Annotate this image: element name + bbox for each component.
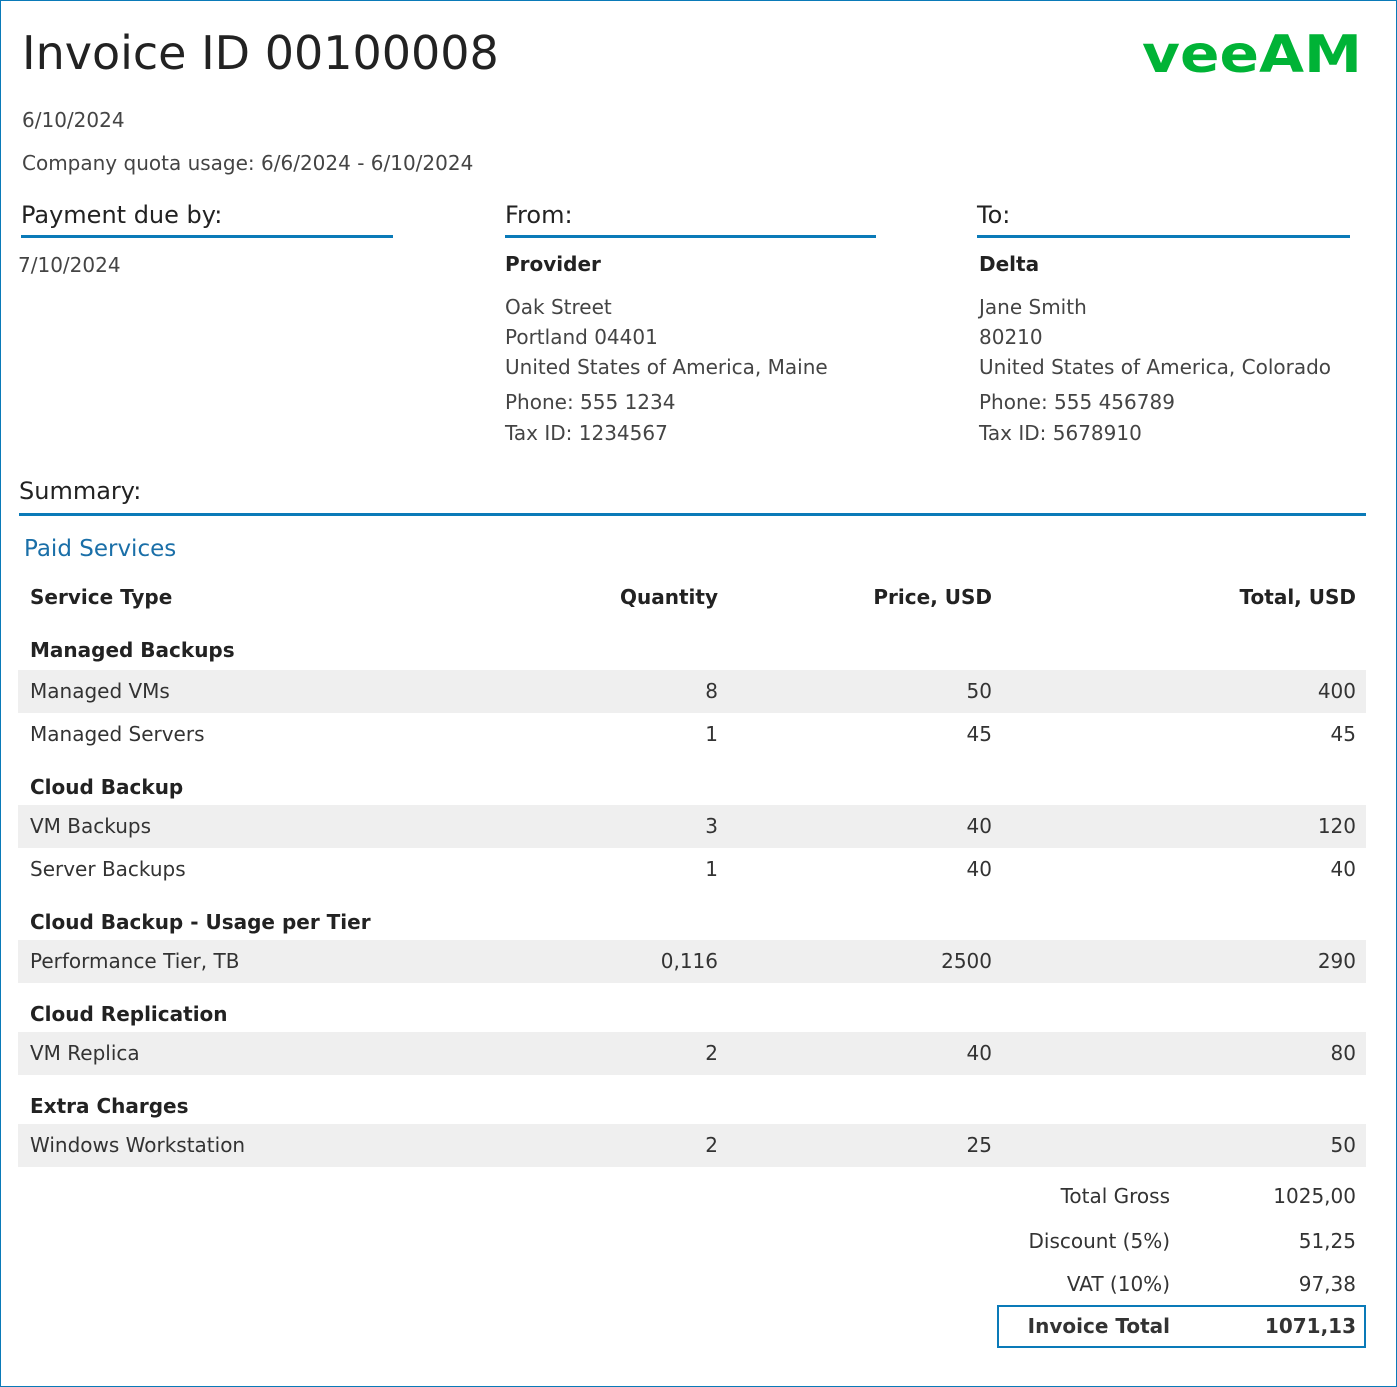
group-header: Cloud Backup - Usage per Tier xyxy=(18,891,1366,940)
quota-usage: Company quota usage: 6/6/2024 - 6/10/202… xyxy=(22,151,474,175)
from-street: Oak Street xyxy=(505,295,612,319)
cell-total: 80 xyxy=(1330,1041,1356,1065)
table-row: Windows Workstation 2 25 50 xyxy=(18,1124,1366,1167)
col-price: Price, USD xyxy=(873,585,992,609)
cell-service-type: VM Replica xyxy=(30,1041,140,1065)
to-zip: 80210 xyxy=(979,325,1043,349)
group-header: Extra Charges xyxy=(18,1075,1366,1124)
to-phone: Phone: 555 456789 xyxy=(979,390,1175,414)
group-name: Cloud Backup xyxy=(30,775,184,799)
payment-heading: Payment due by: xyxy=(21,201,223,229)
cell-quantity: 1 xyxy=(705,722,718,746)
vat-label: VAT (10%) xyxy=(1066,1272,1170,1296)
group-header: Cloud Replication xyxy=(18,983,1366,1032)
group-name: Cloud Replication xyxy=(30,1002,228,1026)
discount-label: Discount (5%) xyxy=(1028,1229,1171,1253)
table-row: VM Backups 3 40 120 xyxy=(18,805,1366,848)
cell-quantity: 2 xyxy=(705,1133,718,1157)
invoice-total-label: Invoice Total xyxy=(1027,1314,1170,1338)
table-row: Server Backups 1 40 40 xyxy=(18,848,1366,891)
group-header: Managed Backups xyxy=(18,619,1366,670)
veeam-logo: veeAM xyxy=(1142,25,1364,85)
discount-row: Discount (5%) 51,25 xyxy=(997,1220,1366,1263)
cell-quantity: 2 xyxy=(705,1041,718,1065)
table-row: Performance Tier, TB 0,116 2500 290 xyxy=(18,940,1366,983)
divider xyxy=(19,513,1366,516)
invoice-title: Invoice ID 00100008 xyxy=(22,26,499,80)
col-quantity: Quantity xyxy=(620,585,718,609)
invoice-total-value: 1071,13 xyxy=(1264,1314,1356,1338)
cell-service-type: Windows Workstation xyxy=(30,1133,246,1157)
cell-price: 40 xyxy=(966,857,992,881)
vat-value: 97,38 xyxy=(1298,1272,1356,1296)
total-gross-value: 1025,00 xyxy=(1273,1184,1356,1208)
cell-price: 40 xyxy=(966,1041,992,1065)
services-table: Service Type Quantity Price, USD Total, … xyxy=(18,576,1366,1167)
cell-total: 400 xyxy=(1317,679,1356,703)
cell-service-type: Server Backups xyxy=(30,857,186,881)
from-city: Portland 04401 xyxy=(505,325,658,349)
invoice-total-box: Invoice Total 1071,13 xyxy=(997,1305,1366,1348)
group-name: Cloud Backup - Usage per Tier xyxy=(30,910,371,934)
cell-quantity: 0,116 xyxy=(660,949,718,973)
group-name: Extra Charges xyxy=(30,1094,189,1118)
cell-service-type: Performance Tier, TB xyxy=(30,949,240,973)
to-heading: To: xyxy=(977,201,1011,229)
to-contact: Jane Smith xyxy=(979,295,1087,319)
total-gross-label: Total Gross xyxy=(1060,1184,1170,1208)
col-service-type: Service Type xyxy=(30,585,173,609)
table-header: Service Type Quantity Price, USD Total, … xyxy=(18,576,1366,619)
to-name: Delta xyxy=(979,252,1040,276)
table-row: Managed Servers 1 45 45 xyxy=(18,713,1366,756)
payment-date: 7/10/2024 xyxy=(18,253,121,277)
cell-total: 45 xyxy=(1330,722,1356,746)
vat-row: VAT (10%) 97,38 xyxy=(997,1263,1366,1306)
summary-heading: Summary: xyxy=(19,477,142,505)
cell-quantity: 8 xyxy=(705,679,718,703)
table-row: VM Replica 2 40 80 xyxy=(18,1032,1366,1075)
cell-total: 120 xyxy=(1317,814,1356,838)
cell-quantity: 1 xyxy=(705,857,718,881)
cell-price: 50 xyxy=(966,679,992,703)
group-header: Cloud Backup xyxy=(18,756,1366,805)
col-total: Total, USD xyxy=(1239,585,1356,609)
invoice-date: 6/10/2024 xyxy=(22,108,125,132)
to-tax: Tax ID: 5678910 xyxy=(979,421,1142,445)
from-country: United States of America, Maine xyxy=(505,355,828,379)
cell-quantity: 3 xyxy=(705,814,718,838)
cell-service-type: Managed Servers xyxy=(30,722,205,746)
from-name: Provider xyxy=(505,252,601,276)
cell-price: 2500 xyxy=(941,949,992,973)
cell-total: 40 xyxy=(1330,857,1356,881)
divider xyxy=(505,235,876,238)
divider xyxy=(21,235,393,238)
from-heading: From: xyxy=(505,201,573,229)
discount-value: 51,25 xyxy=(1298,1229,1356,1253)
cell-price: 25 xyxy=(966,1133,992,1157)
paid-services-heading: Paid Services xyxy=(24,536,177,562)
cell-service-type: VM Backups xyxy=(30,814,152,838)
group-name: Managed Backups xyxy=(30,638,235,662)
cell-total: 50 xyxy=(1330,1133,1356,1157)
total-gross-row: Total Gross 1025,00 xyxy=(997,1175,1366,1218)
divider xyxy=(977,235,1350,238)
svg-text:veeAM: veeAM xyxy=(1142,30,1362,76)
to-country: United States of America, Colorado xyxy=(979,355,1332,379)
cell-price: 40 xyxy=(966,814,992,838)
from-tax: Tax ID: 1234567 xyxy=(505,421,668,445)
cell-service-type: Managed VMs xyxy=(30,679,170,703)
from-phone: Phone: 555 1234 xyxy=(505,390,676,414)
cell-total: 290 xyxy=(1317,949,1356,973)
table-row: Managed VMs 8 50 400 xyxy=(18,670,1366,713)
cell-price: 45 xyxy=(966,722,992,746)
